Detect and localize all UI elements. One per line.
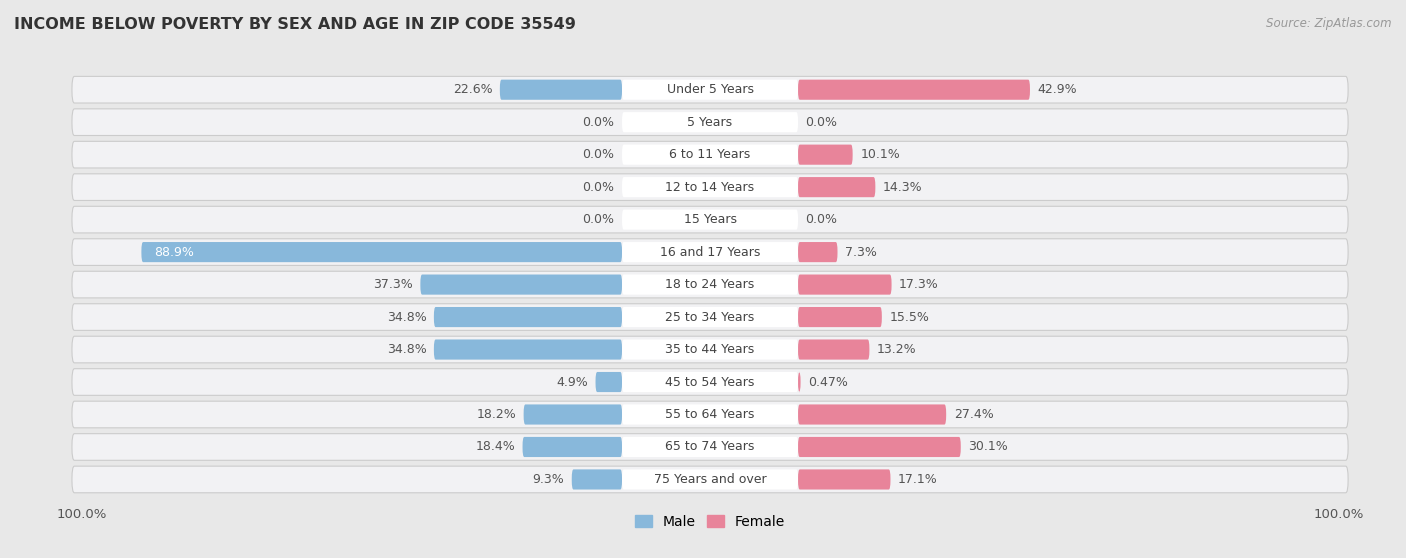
Text: 45 to 54 Years: 45 to 54 Years: [665, 376, 755, 388]
FancyBboxPatch shape: [434, 339, 621, 359]
FancyBboxPatch shape: [72, 239, 1348, 266]
Text: 9.3%: 9.3%: [533, 473, 564, 486]
Text: 14.3%: 14.3%: [883, 181, 922, 194]
Text: 18.4%: 18.4%: [475, 440, 515, 454]
Text: Under 5 Years: Under 5 Years: [666, 83, 754, 96]
Text: 6 to 11 Years: 6 to 11 Years: [669, 148, 751, 161]
Text: 0.0%: 0.0%: [582, 181, 614, 194]
Text: 55 to 64 Years: 55 to 64 Years: [665, 408, 755, 421]
FancyBboxPatch shape: [799, 437, 960, 457]
Text: 37.3%: 37.3%: [373, 278, 413, 291]
Text: 25 to 34 Years: 25 to 34 Years: [665, 311, 755, 324]
FancyBboxPatch shape: [72, 109, 1348, 136]
FancyBboxPatch shape: [621, 437, 799, 457]
Text: 13.2%: 13.2%: [877, 343, 917, 356]
Text: 22.6%: 22.6%: [453, 83, 492, 96]
FancyBboxPatch shape: [621, 80, 799, 100]
FancyBboxPatch shape: [799, 275, 891, 295]
Text: INCOME BELOW POVERTY BY SEX AND AGE IN ZIP CODE 35549: INCOME BELOW POVERTY BY SEX AND AGE IN Z…: [14, 17, 576, 32]
Text: 17.1%: 17.1%: [898, 473, 938, 486]
Text: 18 to 24 Years: 18 to 24 Years: [665, 278, 755, 291]
FancyBboxPatch shape: [799, 145, 852, 165]
FancyBboxPatch shape: [72, 304, 1348, 330]
FancyBboxPatch shape: [799, 307, 882, 327]
Text: 4.9%: 4.9%: [557, 376, 588, 388]
FancyBboxPatch shape: [799, 339, 869, 359]
Text: 34.8%: 34.8%: [387, 343, 426, 356]
Text: 0.0%: 0.0%: [806, 116, 838, 129]
Text: 27.4%: 27.4%: [953, 408, 994, 421]
Text: 0.0%: 0.0%: [806, 213, 838, 226]
FancyBboxPatch shape: [523, 437, 621, 457]
Text: 12 to 14 Years: 12 to 14 Years: [665, 181, 755, 194]
Text: Source: ZipAtlas.com: Source: ZipAtlas.com: [1267, 17, 1392, 30]
FancyBboxPatch shape: [72, 369, 1348, 395]
FancyBboxPatch shape: [799, 177, 876, 197]
Text: 0.0%: 0.0%: [582, 148, 614, 161]
FancyBboxPatch shape: [621, 469, 799, 489]
FancyBboxPatch shape: [799, 80, 1031, 100]
FancyBboxPatch shape: [799, 372, 800, 392]
FancyBboxPatch shape: [799, 405, 946, 425]
FancyBboxPatch shape: [799, 242, 838, 262]
FancyBboxPatch shape: [72, 466, 1348, 493]
FancyBboxPatch shape: [621, 112, 799, 132]
FancyBboxPatch shape: [72, 76, 1348, 103]
Text: 15.5%: 15.5%: [890, 311, 929, 324]
Text: 10.1%: 10.1%: [860, 148, 900, 161]
Text: 88.9%: 88.9%: [155, 246, 194, 258]
FancyBboxPatch shape: [420, 275, 621, 295]
Legend: Male, Female: Male, Female: [630, 509, 790, 535]
Text: 17.3%: 17.3%: [898, 278, 939, 291]
FancyBboxPatch shape: [621, 242, 799, 262]
FancyBboxPatch shape: [596, 372, 621, 392]
FancyBboxPatch shape: [142, 242, 621, 262]
Text: 5 Years: 5 Years: [688, 116, 733, 129]
Text: 65 to 74 Years: 65 to 74 Years: [665, 440, 755, 454]
Text: 35 to 44 Years: 35 to 44 Years: [665, 343, 755, 356]
FancyBboxPatch shape: [72, 336, 1348, 363]
FancyBboxPatch shape: [621, 405, 799, 425]
Text: 0.0%: 0.0%: [582, 116, 614, 129]
FancyBboxPatch shape: [621, 210, 799, 230]
Text: 18.2%: 18.2%: [477, 408, 516, 421]
Text: 7.3%: 7.3%: [845, 246, 877, 258]
FancyBboxPatch shape: [72, 206, 1348, 233]
FancyBboxPatch shape: [523, 405, 621, 425]
Text: 75 Years and over: 75 Years and over: [654, 473, 766, 486]
Text: 0.0%: 0.0%: [582, 213, 614, 226]
FancyBboxPatch shape: [621, 339, 799, 359]
FancyBboxPatch shape: [72, 401, 1348, 428]
FancyBboxPatch shape: [434, 307, 621, 327]
FancyBboxPatch shape: [72, 141, 1348, 168]
FancyBboxPatch shape: [621, 145, 799, 165]
FancyBboxPatch shape: [72, 434, 1348, 460]
Text: 15 Years: 15 Years: [683, 213, 737, 226]
Text: 30.1%: 30.1%: [969, 440, 1008, 454]
FancyBboxPatch shape: [621, 307, 799, 327]
FancyBboxPatch shape: [72, 174, 1348, 200]
Text: 0.47%: 0.47%: [808, 376, 848, 388]
FancyBboxPatch shape: [799, 469, 890, 489]
FancyBboxPatch shape: [621, 372, 799, 392]
FancyBboxPatch shape: [501, 80, 621, 100]
FancyBboxPatch shape: [72, 271, 1348, 298]
FancyBboxPatch shape: [621, 177, 799, 197]
FancyBboxPatch shape: [572, 469, 621, 489]
FancyBboxPatch shape: [621, 275, 799, 295]
Text: 16 and 17 Years: 16 and 17 Years: [659, 246, 761, 258]
Text: 42.9%: 42.9%: [1038, 83, 1077, 96]
Text: 34.8%: 34.8%: [387, 311, 426, 324]
